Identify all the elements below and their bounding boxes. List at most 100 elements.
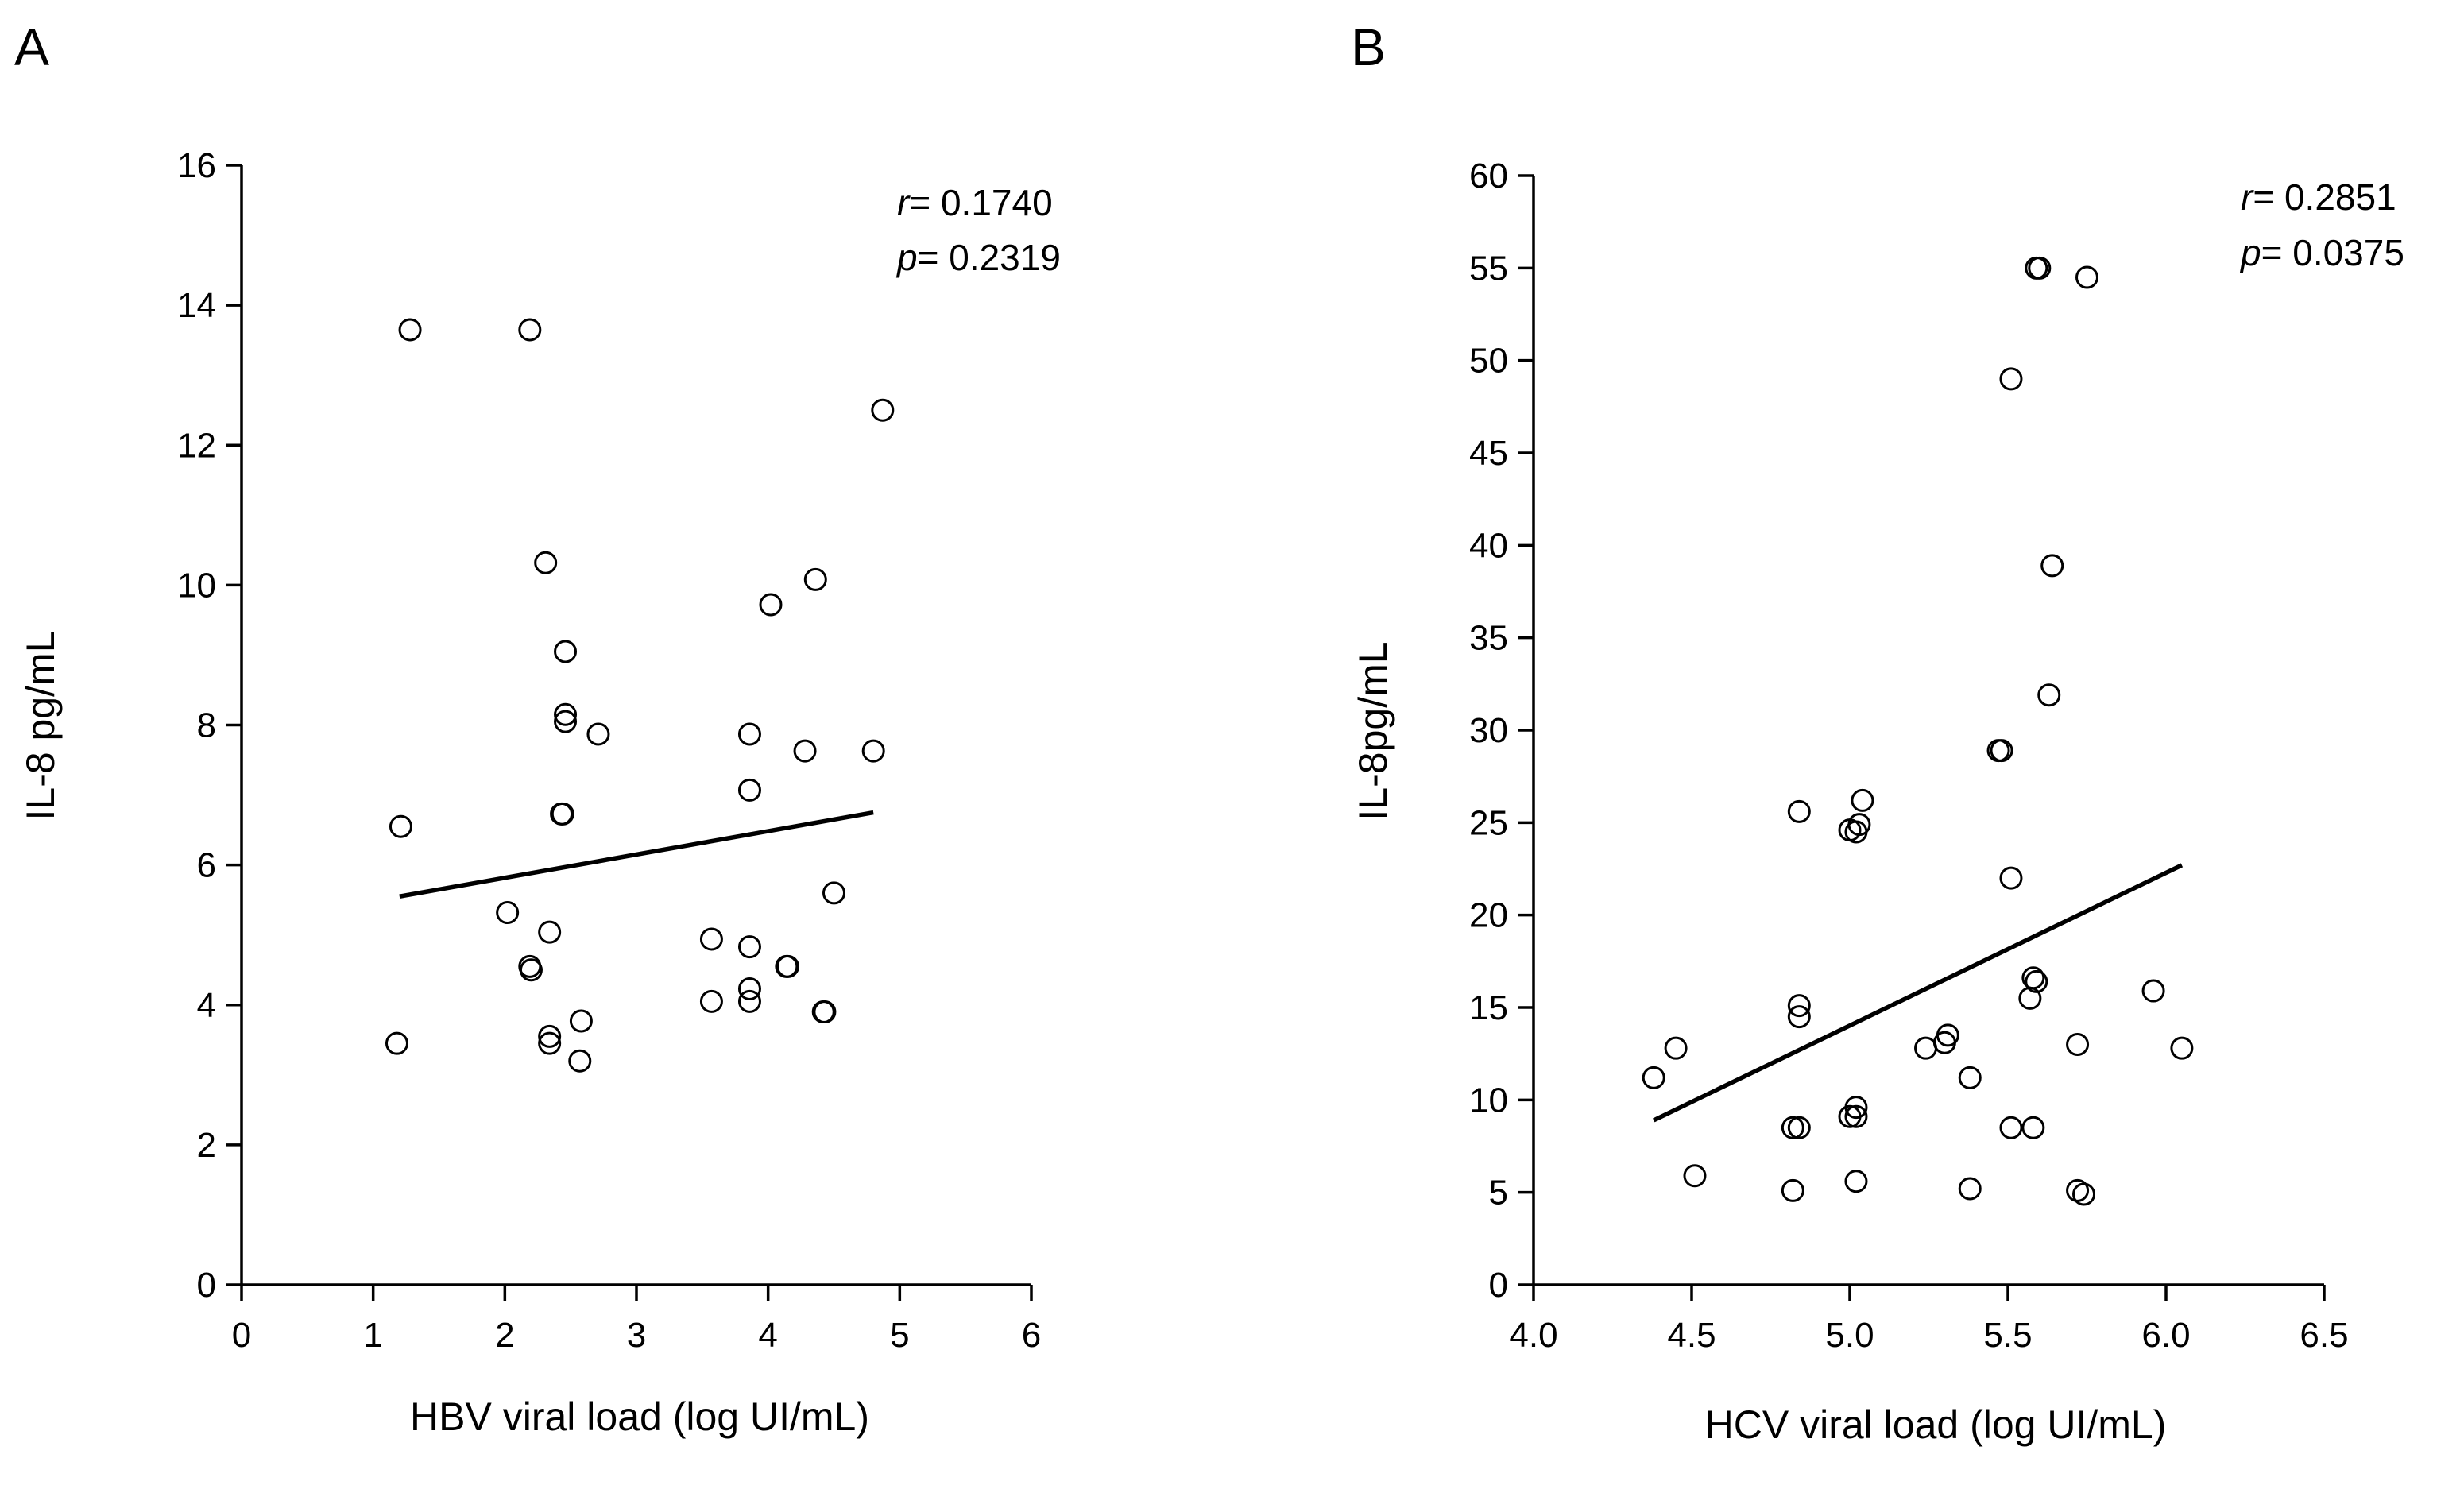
data-point-a (398, 318, 422, 342)
x-axis-label-b: HCV viral load (log UI/mL) (1705, 1402, 2167, 1447)
data-point-a (776, 954, 800, 978)
data-point-b (2075, 265, 2098, 289)
data-point-b (2072, 1182, 2096, 1206)
y-tick-label-a: 8 (197, 706, 216, 745)
data-point-a (586, 722, 610, 746)
data-point-b (1958, 1066, 1982, 1089)
y-tick-label-b: 40 (1469, 526, 1508, 565)
data-point-b (2037, 683, 2061, 707)
data-point-b (1844, 1104, 1868, 1128)
y-tick-label-b: 35 (1469, 619, 1508, 658)
data-point-a (554, 702, 578, 726)
y-tick-label-b: 50 (1469, 342, 1508, 381)
data-point-a (554, 640, 578, 663)
panel-a: A IL-8 pg/mL HBV viral load (log UI/mL) … (14, 17, 1061, 1439)
data-point-b (1838, 1104, 1862, 1128)
data-point-b (1787, 799, 1811, 823)
data-point-b (2025, 969, 2048, 993)
data-point-b (1787, 1116, 1811, 1139)
regression-line-a (399, 810, 874, 899)
x-tick-label-a: 5 (890, 1316, 909, 1355)
x-tick-label-a: 3 (627, 1316, 646, 1355)
data-point-a (871, 398, 895, 422)
data-point-b (1781, 1178, 1804, 1202)
x-tick-label-b: 4.0 (1509, 1316, 1557, 1355)
regression-line-b (1653, 863, 2184, 1123)
y-tick-label-a: 0 (197, 1266, 216, 1305)
x-tick-label-a: 1 (363, 1316, 382, 1355)
data-point-a (813, 1000, 837, 1024)
data-point-a (699, 989, 723, 1013)
data-point-a (737, 977, 761, 1000)
data-point-a (389, 814, 412, 838)
data-point-b (1664, 1036, 1688, 1060)
y-tick-label-b: 10 (1469, 1081, 1508, 1120)
y-tick-label-b: 25 (1469, 803, 1508, 842)
data-point-b (1844, 1170, 1868, 1193)
data-point-b (2040, 554, 2064, 578)
data-point-a (699, 927, 723, 951)
y-tick-label-b: 20 (1469, 896, 1508, 935)
p-statistic-a: p= 0.2319 (895, 237, 1061, 278)
y-tick-label-a: 16 (177, 146, 216, 185)
data-point-b (1787, 1005, 1811, 1029)
data-point-a (737, 989, 761, 1013)
y-tick-label-b: 60 (1469, 157, 1508, 195)
data-point-b (1932, 1031, 1956, 1054)
y-tick-label-b: 5 (1489, 1174, 1508, 1212)
data-point-a (737, 935, 761, 959)
x-tick-label-a: 6 (1022, 1316, 1041, 1355)
data-point-a (568, 1049, 592, 1073)
x-tick-label-a: 4 (758, 1316, 777, 1355)
panel-b: B IL-8pg/mL HCV viral load (log UI/mL) r… (1351, 17, 2404, 1447)
panel-letter-b: B (1351, 17, 1386, 76)
data-point-b (1914, 1036, 1938, 1060)
data-point-a (554, 710, 578, 733)
data-point-a (569, 1009, 593, 1033)
data-point-b (1999, 367, 2023, 391)
data-point-b (1844, 820, 1868, 844)
data-point-a (737, 778, 761, 802)
y-tick-label-b: 55 (1469, 249, 1508, 288)
data-point-b (2066, 1033, 2090, 1057)
panel-letter-a: A (14, 17, 49, 76)
data-point-a (822, 881, 845, 905)
data-point-b (2018, 986, 2042, 1010)
data-point-a (793, 739, 817, 763)
data-point-a (538, 1024, 562, 1048)
y-tick-label-a: 4 (197, 986, 216, 1025)
data-point-b (1683, 1164, 1707, 1188)
data-point-b (1851, 788, 1874, 812)
data-point-b (1990, 739, 2013, 763)
data-point-a (538, 920, 562, 944)
data-point-a (519, 958, 543, 982)
p-statistic-b: p= 0.0375 (2239, 232, 2404, 273)
y-tick-label-a: 10 (177, 566, 216, 605)
y-tick-label-a: 6 (197, 846, 216, 885)
y-tick-label-a: 14 (177, 286, 216, 325)
data-point-b (2028, 256, 2052, 280)
x-axis-label-a: HBV viral load (log UI/mL) (410, 1394, 869, 1439)
data-point-a (803, 567, 827, 591)
y-axis-label-a: IL-8 pg/mL (18, 630, 63, 820)
data-point-b (1999, 866, 2023, 890)
data-point-b (1958, 1177, 1982, 1201)
data-point-a (737, 722, 761, 746)
r-statistic-a: r= 0.1740 (897, 182, 1053, 223)
x-tick-label-b: 4.5 (1667, 1316, 1716, 1355)
y-tick-label-b: 45 (1469, 434, 1508, 473)
data-point-b (1642, 1066, 1665, 1089)
y-axis-label-b: IL-8pg/mL (1351, 641, 1395, 820)
data-point-b (2170, 1036, 2194, 1060)
data-point-a (385, 1031, 408, 1055)
y-tick-label-b: 30 (1469, 711, 1508, 750)
x-tick-label-b: 6.5 (2300, 1316, 2348, 1355)
data-point-b (2021, 1116, 2045, 1139)
y-tick-label-b: 0 (1489, 1266, 1508, 1305)
data-point-b (1781, 1116, 1804, 1139)
data-point-a (534, 551, 558, 574)
data-point-a (759, 593, 783, 617)
data-point-b (1787, 994, 1811, 1018)
data-point-a (551, 802, 574, 826)
